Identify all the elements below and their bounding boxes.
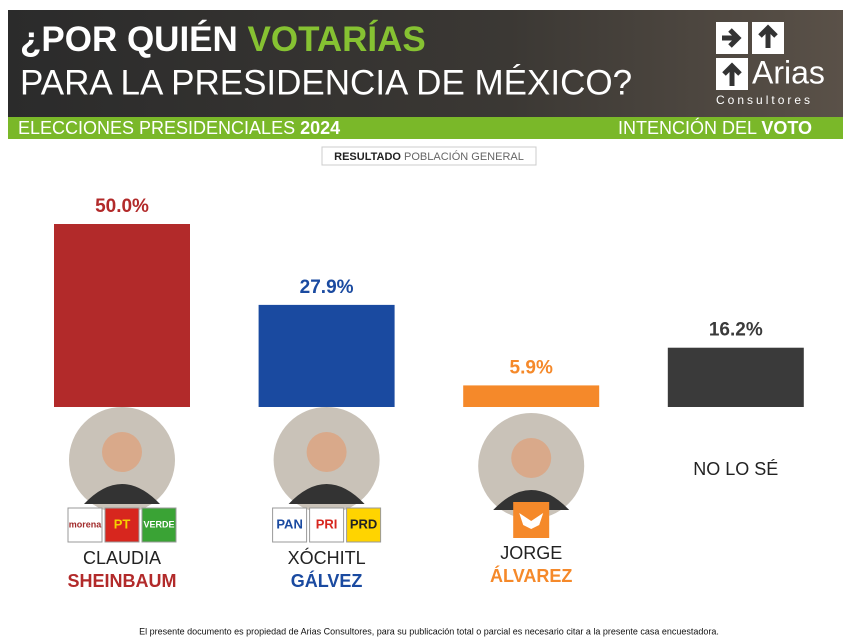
value-label: 50.0% xyxy=(95,196,149,217)
candidate-last-name: ÁLVAREZ xyxy=(490,565,572,586)
party-label: PRI xyxy=(316,516,338,531)
title-line-1: ¿POR QUIÉN VOTARÍAS xyxy=(20,19,426,59)
party-label: PAN xyxy=(276,516,302,531)
candidate-first-name: XÓCHITL xyxy=(288,547,366,568)
subheader-left: ELECCIONES PRESIDENCIALES 2024 xyxy=(18,118,340,138)
subheader-part: ELECCIONES PRESIDENCIALES xyxy=(18,118,300,138)
value-label: 27.9% xyxy=(300,277,354,298)
title-highlight: VOTARÍAS xyxy=(248,19,426,59)
brand-sub: Consultores xyxy=(716,93,813,107)
subheader-right: INTENCIÓN DEL VOTO xyxy=(618,117,812,138)
candidate-last-name: GÁLVEZ xyxy=(291,570,363,591)
candidate-first-name: JORGE xyxy=(500,543,562,563)
candidate-first-name: CLAUDIA xyxy=(83,548,161,568)
party-label: PT xyxy=(114,516,131,531)
subtitle-part: POBLACIÓN GENERAL xyxy=(401,150,524,163)
party-label: VERDE xyxy=(143,519,174,529)
subtitle-part: RESULTADO xyxy=(334,151,401,163)
infographic: ¿POR QUIÉN VOTARÍAS PARA LA PRESIDENCIA … xyxy=(0,0,843,638)
photo-head xyxy=(511,438,551,478)
value-label: 16.2% xyxy=(709,320,763,341)
bar xyxy=(54,224,190,407)
subheader-year: 2024 xyxy=(300,118,340,138)
candidate-photo xyxy=(274,407,380,513)
value-label: 5.9% xyxy=(510,357,553,378)
bar xyxy=(259,305,395,407)
subtitle: RESULTADO POBLACIÓN GENERAL xyxy=(334,150,524,163)
candidate-photo xyxy=(69,407,175,513)
subheader-part: INTENCIÓN DEL xyxy=(618,117,761,138)
party-logo xyxy=(513,502,549,538)
footer-note: El presente documento es propiedad de Ar… xyxy=(139,626,719,636)
title-line-2: PARA LA PRESIDENCIA DE MÉXICO? xyxy=(20,63,632,102)
photo-head xyxy=(102,432,142,472)
party-label: morena xyxy=(69,519,103,529)
bar xyxy=(463,385,599,407)
candidate-last-name: SHEINBAUM xyxy=(67,571,176,591)
photo-head xyxy=(307,432,347,472)
party-label: PRD xyxy=(350,516,377,531)
bar xyxy=(668,348,804,407)
brand-name: Arias xyxy=(752,54,825,90)
subheader-highlight: VOTO xyxy=(761,118,812,138)
category-label: NO LO SÉ xyxy=(693,459,778,479)
title-part: ¿POR QUIÉN xyxy=(20,19,248,59)
